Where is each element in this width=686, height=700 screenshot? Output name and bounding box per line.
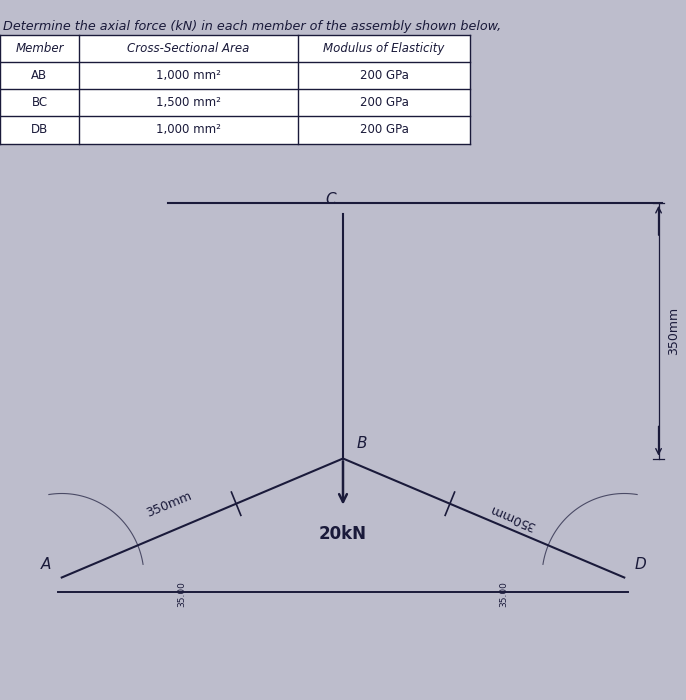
Text: B: B	[357, 437, 367, 452]
Text: DB: DB	[31, 123, 48, 136]
Text: C: C	[326, 192, 336, 206]
Text: A: A	[41, 557, 51, 572]
FancyBboxPatch shape	[0, 35, 470, 144]
Text: Cross-Sectional Area: Cross-Sectional Area	[128, 42, 250, 55]
Text: 350mm: 350mm	[487, 502, 536, 532]
Text: 35.00: 35.00	[177, 581, 187, 607]
Text: D: D	[635, 557, 646, 572]
Text: 1,000 mm²: 1,000 mm²	[156, 69, 221, 82]
Text: 350mm: 350mm	[144, 490, 193, 520]
Text: 20kN: 20kN	[319, 525, 367, 543]
Text: Modulus of Elasticity: Modulus of Elasticity	[324, 42, 445, 55]
Text: 350mm: 350mm	[667, 307, 680, 355]
Text: Determine the axial force (kN) in each member of the assembly shown below,: Determine the axial force (kN) in each m…	[3, 20, 501, 33]
Text: AB: AB	[32, 69, 47, 82]
Text: 200 GPa: 200 GPa	[359, 97, 409, 109]
Text: 200 GPa: 200 GPa	[359, 69, 409, 82]
Text: 200 GPa: 200 GPa	[359, 123, 409, 136]
Text: 1,000 mm²: 1,000 mm²	[156, 123, 221, 136]
Text: Member: Member	[15, 42, 64, 55]
Text: BC: BC	[32, 97, 47, 109]
Text: 1,500 mm²: 1,500 mm²	[156, 97, 221, 109]
Text: 35.00: 35.00	[499, 581, 509, 607]
